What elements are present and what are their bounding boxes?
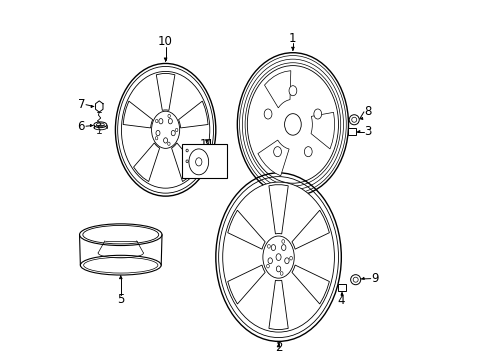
Ellipse shape: [284, 258, 288, 264]
Text: 2: 2: [274, 341, 282, 354]
Ellipse shape: [288, 86, 296, 96]
Ellipse shape: [167, 142, 170, 145]
Ellipse shape: [121, 71, 209, 188]
Polygon shape: [227, 210, 264, 249]
Ellipse shape: [276, 254, 281, 261]
Ellipse shape: [350, 275, 360, 285]
Ellipse shape: [273, 147, 281, 157]
Bar: [337, 284, 346, 291]
Ellipse shape: [163, 138, 167, 143]
Ellipse shape: [188, 149, 208, 175]
Ellipse shape: [351, 117, 356, 122]
Ellipse shape: [167, 114, 170, 118]
Text: 11: 11: [199, 138, 214, 150]
Ellipse shape: [155, 136, 158, 140]
Ellipse shape: [175, 129, 178, 132]
Ellipse shape: [151, 111, 179, 148]
Polygon shape: [123, 101, 152, 128]
Polygon shape: [227, 265, 264, 304]
Ellipse shape: [267, 244, 270, 248]
Polygon shape: [156, 73, 175, 111]
Bar: [182, 144, 226, 178]
Ellipse shape: [156, 130, 160, 136]
Text: 3: 3: [364, 125, 371, 138]
Ellipse shape: [281, 240, 284, 243]
Ellipse shape: [247, 66, 338, 183]
Ellipse shape: [263, 236, 294, 278]
Text: 5: 5: [117, 293, 124, 306]
Ellipse shape: [352, 277, 357, 282]
Ellipse shape: [276, 266, 280, 272]
Ellipse shape: [284, 114, 301, 135]
Ellipse shape: [159, 118, 163, 124]
Ellipse shape: [280, 271, 283, 275]
Text: 6: 6: [78, 120, 85, 133]
Polygon shape: [268, 280, 287, 329]
Ellipse shape: [195, 158, 202, 166]
Polygon shape: [291, 265, 329, 304]
Ellipse shape: [168, 118, 172, 124]
Ellipse shape: [348, 115, 359, 125]
Ellipse shape: [222, 182, 334, 332]
Ellipse shape: [281, 244, 285, 251]
Ellipse shape: [155, 120, 158, 123]
Text: 8: 8: [364, 105, 371, 118]
Text: 4: 4: [337, 294, 345, 307]
Polygon shape: [291, 210, 329, 249]
Polygon shape: [171, 143, 197, 181]
Ellipse shape: [264, 109, 271, 119]
Ellipse shape: [266, 264, 269, 268]
Ellipse shape: [313, 109, 321, 119]
Text: 7: 7: [78, 98, 85, 111]
Ellipse shape: [267, 258, 272, 264]
Ellipse shape: [304, 147, 311, 157]
Polygon shape: [268, 185, 287, 234]
Polygon shape: [178, 101, 208, 128]
Text: 10: 10: [158, 35, 173, 49]
Ellipse shape: [171, 130, 175, 136]
Ellipse shape: [271, 244, 275, 251]
Text: 9: 9: [371, 272, 378, 285]
Polygon shape: [310, 112, 334, 149]
Polygon shape: [264, 71, 290, 108]
Ellipse shape: [289, 256, 292, 260]
Text: 1: 1: [288, 32, 296, 45]
Polygon shape: [257, 140, 288, 176]
Bar: [347, 129, 355, 135]
Polygon shape: [133, 143, 159, 181]
